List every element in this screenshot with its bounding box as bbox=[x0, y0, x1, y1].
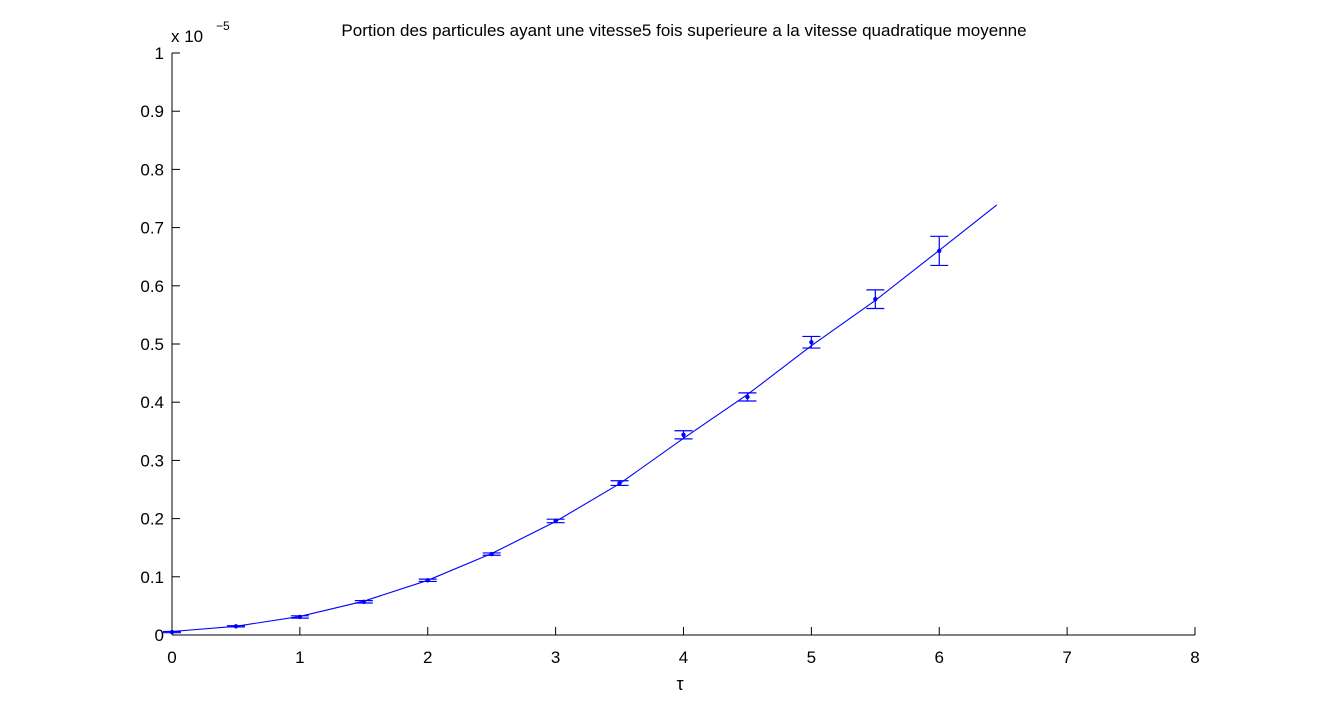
y-multiplier: x 10 −5 bbox=[171, 19, 230, 46]
x-tick-label: 5 bbox=[807, 648, 816, 667]
data-point bbox=[809, 340, 814, 345]
fit-line bbox=[171, 204, 998, 633]
chart-title: Portion des particules ayant une vitesse… bbox=[341, 21, 1026, 40]
data-point bbox=[873, 296, 878, 302]
data-point bbox=[169, 629, 175, 635]
axes: 0 1 2 3 4 5 6 7 8 0 0.1 0.2 0.3 0.4 0.5 0.6 0.7 0.8 0.9 1 bbox=[140, 44, 1199, 667]
y-tick-label: 0.5 bbox=[140, 335, 164, 354]
error-bar-point bbox=[802, 335, 821, 349]
x-tick-label: 3 bbox=[551, 648, 560, 667]
x-tick-label: 7 bbox=[1062, 648, 1071, 667]
y-tick-label: 0.3 bbox=[140, 451, 164, 470]
error-bar-point bbox=[354, 599, 373, 605]
y-tick-label: 0 bbox=[155, 626, 164, 645]
y-tick-label: 1 bbox=[155, 44, 164, 63]
y-multiplier-exponent: −5 bbox=[216, 19, 230, 33]
x-tick-label: 0 bbox=[167, 648, 176, 667]
plot-area bbox=[163, 204, 998, 635]
y-tick-label: 0.9 bbox=[140, 102, 164, 121]
x-tick-label: 2 bbox=[423, 648, 432, 667]
y-multiplier-base: x 10 bbox=[171, 27, 203, 46]
x-tick-label: 8 bbox=[1190, 648, 1199, 667]
error-bar-point bbox=[866, 289, 885, 310]
x-tick-label: 1 bbox=[295, 648, 304, 667]
data-point bbox=[681, 432, 686, 437]
y-tick-label: 0.4 bbox=[140, 393, 164, 412]
y-tick-label: 0.2 bbox=[140, 510, 164, 529]
x-tick-label: 6 bbox=[935, 648, 944, 667]
y-tick-label: 0.7 bbox=[140, 219, 164, 238]
y-tick-label: 0.1 bbox=[140, 568, 164, 587]
x-axis-label: τ bbox=[676, 674, 683, 694]
y-tick-label: 0.6 bbox=[140, 277, 164, 296]
y-tick-label: 0.8 bbox=[140, 160, 164, 179]
x-tick-label: 4 bbox=[679, 648, 688, 667]
